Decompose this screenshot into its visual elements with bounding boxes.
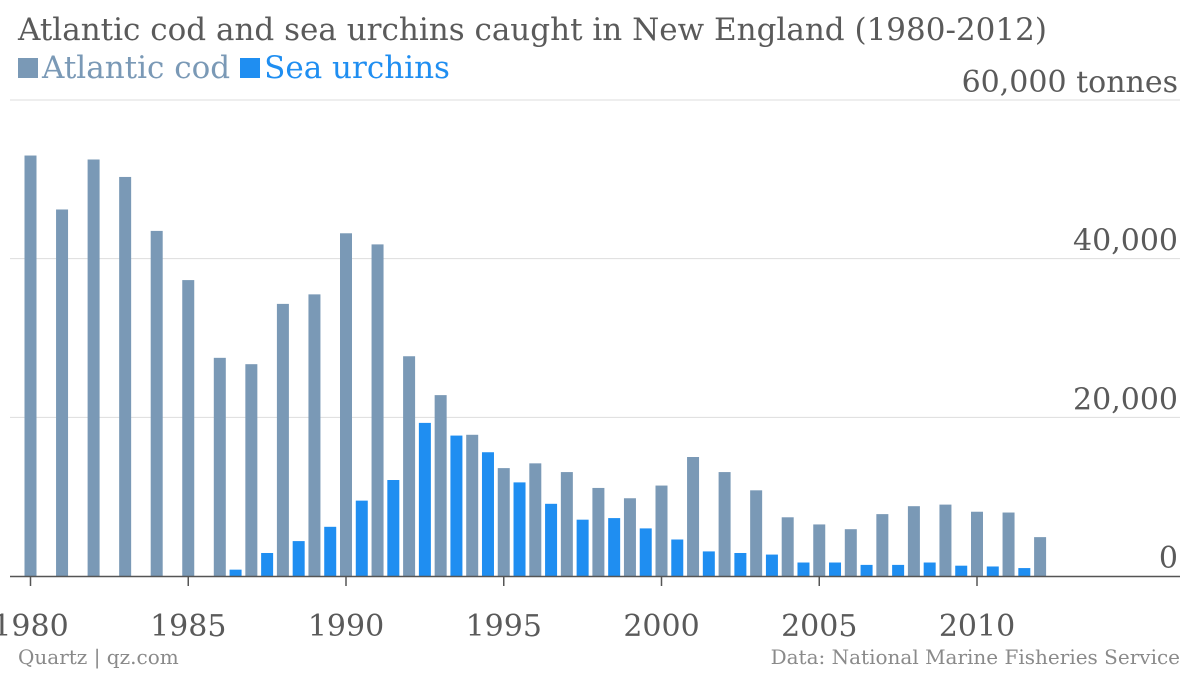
bar-sea-urchins	[355, 500, 368, 576]
bar-atlantic-cod	[718, 472, 731, 576]
legend: Atlantic cod Sea urchins	[18, 50, 460, 86]
x-tick-label: 2010	[939, 609, 1015, 644]
bar-atlantic-cod	[24, 155, 37, 577]
bar-atlantic-cod	[245, 364, 258, 576]
bar-atlantic-cod	[119, 176, 132, 576]
bar-atlantic-cod	[939, 504, 952, 576]
bar-atlantic-cod	[592, 487, 605, 576]
bar-atlantic-cod	[655, 485, 668, 576]
bar-atlantic-cod	[907, 506, 920, 576]
bar-atlantic-cod	[876, 514, 889, 576]
bar-sea-urchins	[481, 452, 494, 576]
legend-label-sea-urchins: Sea urchins	[264, 50, 450, 86]
bar-sea-urchins	[261, 552, 274, 576]
bar-sea-urchins	[545, 503, 558, 576]
bar-sea-urchins	[418, 422, 431, 576]
bar-sea-urchins	[765, 554, 778, 576]
bar-atlantic-cod	[497, 468, 510, 576]
y-tick-label: 20,000	[1073, 382, 1178, 417]
bar-atlantic-cod	[403, 356, 416, 576]
bar-atlantic-cod	[466, 434, 479, 576]
bar-sea-urchins	[892, 564, 905, 576]
bar-sea-urchins	[860, 564, 873, 576]
footer-source-right: Data: National Marine Fisheries Service	[770, 645, 1180, 669]
bar-sea-urchins	[229, 569, 242, 576]
bar-atlantic-cod	[371, 244, 384, 577]
bar-atlantic-cod	[150, 230, 163, 576]
bar-atlantic-cod	[1002, 512, 1015, 576]
bar-atlantic-cod	[971, 511, 983, 576]
bar-sea-urchins	[608, 518, 621, 576]
bar-sea-urchins	[829, 562, 842, 576]
bar-sea-urchins	[955, 565, 968, 576]
bar-sea-urchins	[923, 562, 936, 576]
chart-title: Atlantic cod and sea urchins caught in N…	[18, 12, 1047, 48]
bar-sea-urchins	[292, 541, 305, 576]
bar-sea-urchins	[1018, 568, 1031, 576]
bar-atlantic-cod	[276, 303, 289, 576]
bar-atlantic-cod	[750, 490, 763, 576]
bar-sea-urchins	[576, 519, 589, 576]
legend-item-sea-urchins: Sea urchins	[240, 50, 450, 86]
bar-sea-urchins	[639, 528, 652, 576]
bar-atlantic-cod	[308, 294, 321, 576]
x-tick-label: 2005	[781, 609, 857, 644]
bar-atlantic-cod	[844, 529, 857, 576]
y-tick-label: 40,000	[1073, 224, 1178, 259]
bar-sea-urchins	[387, 480, 400, 576]
footer-source-left: Quartz | qz.com	[18, 645, 179, 669]
legend-swatch-sea-urchins	[240, 58, 261, 78]
legend-item-atlantic-cod: Atlantic cod	[18, 50, 230, 86]
y-tick-label: 0	[1159, 541, 1178, 576]
bar-sea-urchins	[450, 435, 463, 576]
bar-atlantic-cod	[623, 498, 636, 576]
bar-atlantic-cod	[213, 357, 226, 576]
bar-sea-urchins	[986, 566, 999, 576]
bar-sea-urchins	[797, 562, 810, 576]
bar-sea-urchins	[324, 526, 337, 576]
x-tick-label: 1990	[308, 609, 384, 644]
x-tick-label: 1985	[150, 609, 226, 644]
x-tick-label: 1995	[466, 609, 542, 644]
y-tick-label: 60,000 tonnes	[962, 65, 1178, 100]
bar-atlantic-cod	[434, 395, 447, 576]
bar-atlantic-cod	[560, 472, 573, 576]
bar-atlantic-cod	[687, 457, 700, 576]
x-tick-label: 1980	[0, 609, 69, 644]
bar-atlantic-cod	[56, 209, 69, 577]
legend-swatch-atlantic-cod	[18, 58, 38, 78]
bar-atlantic-cod	[182, 280, 195, 576]
bar-atlantic-cod	[529, 463, 542, 576]
bar-sea-urchins	[513, 482, 526, 576]
bar-sea-urchins	[702, 551, 715, 576]
bar-atlantic-cod	[1034, 537, 1047, 576]
bar-sea-urchins	[671, 539, 684, 576]
x-tick-label: 2000	[623, 609, 699, 644]
bar-atlantic-cod	[781, 517, 794, 576]
bar-atlantic-cod	[87, 159, 100, 576]
bar-atlantic-cod	[813, 524, 826, 576]
bar-atlantic-cod	[340, 233, 352, 576]
bar-sea-urchins	[734, 552, 747, 576]
legend-label-atlantic-cod: Atlantic cod	[42, 50, 231, 86]
